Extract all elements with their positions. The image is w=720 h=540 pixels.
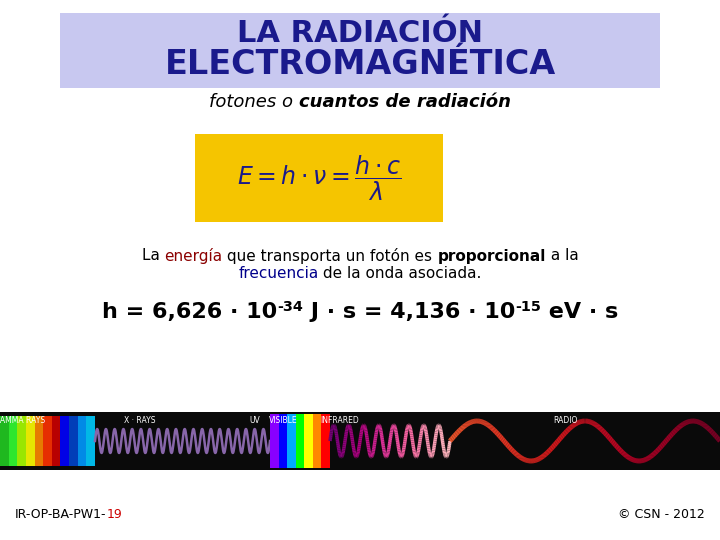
Text: cuantos de radiación: cuantos de radiación — [299, 93, 511, 111]
Text: RADIO: RADIO — [553, 416, 577, 425]
FancyBboxPatch shape — [17, 416, 26, 466]
Text: La: La — [142, 248, 164, 264]
FancyBboxPatch shape — [60, 416, 69, 466]
Text: energía: energía — [164, 248, 222, 264]
Text: que transporta un fotón es: que transporta un fotón es — [222, 248, 437, 264]
FancyBboxPatch shape — [0, 416, 9, 466]
Text: h = 6,626 · 10: h = 6,626 · 10 — [102, 302, 277, 322]
FancyBboxPatch shape — [69, 416, 78, 466]
Text: ELECTROMAGNÉTICA: ELECTROMAGNÉTICA — [164, 48, 556, 80]
Text: de la onda asociada.: de la onda asociada. — [318, 266, 482, 280]
Text: J · s = 4,136 · 10: J · s = 4,136 · 10 — [303, 302, 516, 322]
FancyBboxPatch shape — [305, 414, 313, 468]
FancyBboxPatch shape — [86, 416, 95, 466]
FancyBboxPatch shape — [321, 414, 330, 468]
FancyBboxPatch shape — [195, 134, 443, 222]
FancyBboxPatch shape — [287, 414, 296, 468]
Text: LA RADIACIÓN: LA RADIACIÓN — [237, 18, 483, 48]
FancyBboxPatch shape — [52, 416, 60, 466]
Text: INFRARED: INFRARED — [320, 416, 359, 425]
FancyBboxPatch shape — [60, 13, 660, 88]
Text: © CSN - 2012: © CSN - 2012 — [618, 509, 705, 522]
Text: frecuencia: frecuencia — [238, 266, 318, 280]
Text: IR-OP-BA-PW1-: IR-OP-BA-PW1- — [15, 509, 107, 522]
Text: fotones o: fotones o — [209, 93, 299, 111]
Text: a la: a la — [546, 248, 578, 264]
Text: $E = h \cdot \nu = \dfrac{h \cdot c}{\lambda}$: $E = h \cdot \nu = \dfrac{h \cdot c}{\la… — [237, 153, 401, 202]
FancyBboxPatch shape — [296, 414, 305, 468]
Text: UV: UV — [250, 416, 261, 425]
Text: proporcional: proporcional — [437, 248, 546, 264]
Text: X · RAYS: X · RAYS — [125, 416, 156, 425]
FancyBboxPatch shape — [78, 416, 86, 466]
Text: VISIBLE: VISIBLE — [269, 416, 297, 425]
FancyBboxPatch shape — [313, 414, 321, 468]
Text: -15: -15 — [516, 300, 541, 314]
FancyBboxPatch shape — [279, 414, 287, 468]
FancyBboxPatch shape — [270, 414, 279, 468]
FancyBboxPatch shape — [43, 416, 52, 466]
FancyBboxPatch shape — [26, 416, 35, 466]
FancyBboxPatch shape — [0, 412, 720, 470]
Text: eV · s: eV · s — [541, 302, 618, 322]
FancyBboxPatch shape — [9, 416, 17, 466]
FancyBboxPatch shape — [35, 416, 43, 466]
Text: 19: 19 — [107, 509, 122, 522]
Text: GAMMA RAYS: GAMMA RAYS — [0, 416, 45, 425]
Text: -34: -34 — [277, 300, 303, 314]
